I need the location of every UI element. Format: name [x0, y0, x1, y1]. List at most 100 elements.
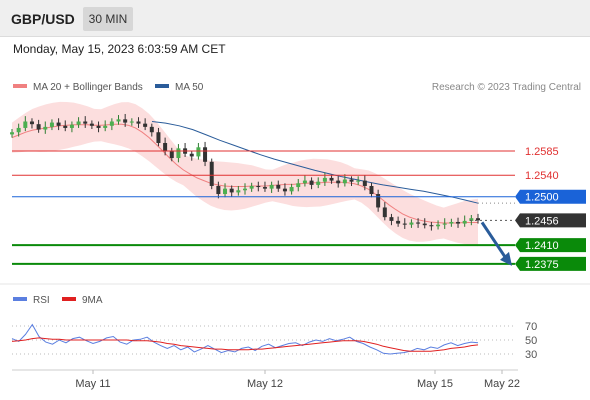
candle-body — [442, 223, 447, 225]
candle-body — [189, 153, 194, 157]
candle-body — [362, 180, 367, 186]
candle-body — [76, 121, 81, 125]
candle-body — [223, 188, 228, 195]
candle-body — [396, 220, 401, 224]
candle-body — [376, 194, 381, 208]
candle-body — [103, 125, 108, 128]
candle-body — [136, 121, 141, 124]
candle-body — [196, 147, 201, 157]
candle-body — [449, 221, 454, 224]
chart-legend: MA 20 + Bollinger Bands MA 50 Research ©… — [13, 82, 581, 93]
ma50-legend-label: MA 50 — [175, 82, 204, 93]
rsi-line — [11, 323, 479, 355]
candle-body — [176, 148, 181, 159]
rsi-tick-label: 50 — [525, 335, 537, 347]
candle-body — [56, 122, 61, 126]
candle-body — [409, 222, 414, 225]
pivot-price-tag: 1.2500 — [515, 189, 586, 204]
candle-body — [336, 180, 341, 184]
candle-body — [349, 179, 354, 182]
support-price-tag: 1.2410 — [515, 238, 586, 253]
candle-body — [469, 218, 474, 221]
candle-body — [169, 151, 174, 159]
candle-body — [289, 187, 294, 192]
symbol-title: GBP/USD — [11, 11, 75, 27]
candle-body — [163, 142, 168, 152]
candle-body — [322, 177, 327, 182]
candle-body — [402, 223, 407, 225]
candle-body — [23, 121, 28, 128]
timestamp: Monday, May 15, 2023 6:03:59 AM CET — [13, 42, 226, 56]
candle-body — [63, 125, 68, 128]
candle-body — [256, 185, 261, 188]
candle-body — [389, 217, 394, 221]
candle-body — [382, 207, 387, 218]
ma20-legend-label: MA 20 + Bollinger Bands — [33, 82, 143, 93]
rsi-legend-swatch — [13, 297, 27, 301]
price-tag-label: 1.2456 — [525, 215, 559, 227]
resistance-price-label: 1.2540 — [525, 170, 559, 182]
candle-body — [269, 184, 274, 189]
candle-body — [156, 132, 161, 143]
price-tag-box — [515, 189, 586, 204]
candle-body — [356, 180, 361, 182]
candle-body — [129, 121, 134, 123]
candle-body — [236, 190, 241, 193]
x-tick-label: May 15 — [417, 378, 453, 390]
price-tag-label: 1.2500 — [525, 192, 559, 204]
rsi-legend: RSI 9MA — [13, 295, 103, 306]
rsi-legend-label: RSI — [33, 295, 50, 306]
candle-body — [149, 126, 154, 133]
rsi-tick-label: 30 — [525, 349, 537, 361]
credit-text: Research © 2023 Trading Central — [432, 82, 581, 93]
x-tick-label: May 11 — [75, 378, 110, 390]
current-price-tag: 1.2456 — [515, 213, 586, 228]
candle-body — [282, 188, 287, 192]
ma50-line — [151, 121, 479, 204]
resistance-price-label: 1.2585 — [525, 146, 559, 158]
candle-body — [262, 187, 267, 189]
candle-body — [462, 220, 467, 224]
candle-body — [276, 184, 281, 189]
candle-body — [422, 223, 427, 226]
candle-body — [309, 180, 314, 185]
ma50-legend-swatch — [155, 84, 169, 88]
candle-body — [10, 132, 14, 135]
candle-body — [116, 119, 121, 122]
candle-body — [83, 121, 88, 124]
price-tag-label: 1.2375 — [525, 259, 559, 271]
candle-body — [249, 185, 254, 189]
price-tag-label: 1.2410 — [525, 240, 559, 252]
candle-body — [96, 125, 101, 128]
candle-body — [143, 123, 148, 127]
ma9-legend-swatch — [62, 297, 76, 301]
bollinger-band — [12, 101, 478, 247]
price-tag-box — [515, 213, 586, 228]
candle-body — [123, 119, 128, 123]
candle-body — [89, 123, 94, 126]
candle-body — [203, 147, 208, 162]
candle-body — [49, 122, 54, 127]
candle-body — [29, 121, 34, 125]
candle-body — [476, 218, 480, 221]
timeframe-button[interactable]: 30 MIN — [83, 7, 133, 31]
candle-body — [429, 225, 434, 227]
9ma-line — [11, 337, 479, 352]
candle-body — [69, 124, 74, 128]
candle-body — [436, 224, 441, 227]
candle-body — [216, 185, 221, 195]
rsi-tick-label: 70 — [525, 321, 537, 333]
candle-body — [296, 183, 301, 188]
forecast-arrow-head — [500, 251, 512, 266]
candle-body — [329, 177, 334, 181]
candle-body — [36, 124, 41, 130]
candle-body — [43, 126, 48, 130]
candle-body — [209, 161, 214, 186]
candle-body — [109, 121, 114, 126]
candle-body — [369, 185, 374, 195]
price-tag-box — [515, 238, 586, 253]
candle-body — [342, 179, 347, 184]
ma9-legend-label: 9MA — [82, 295, 103, 306]
x-tick-label: May 12 — [247, 378, 283, 390]
